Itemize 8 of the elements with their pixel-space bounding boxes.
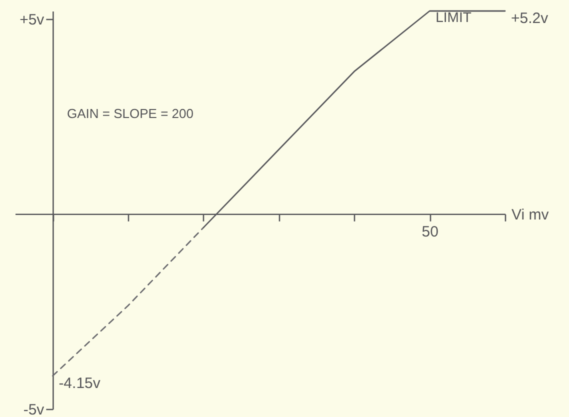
annotation: LIMIT: [436, 9, 472, 25]
y-tick-label: -5v: [23, 402, 45, 417]
data-label: -4.15v: [58, 374, 101, 392]
y-tick-label: +5v: [20, 11, 45, 28]
x-axis-title: Vi mv: [512, 206, 550, 224]
annotation: GAIN = SLOPE = 200: [67, 106, 194, 121]
data-label: +5.2v: [511, 10, 549, 27]
x-tick-label: 50: [422, 223, 438, 240]
